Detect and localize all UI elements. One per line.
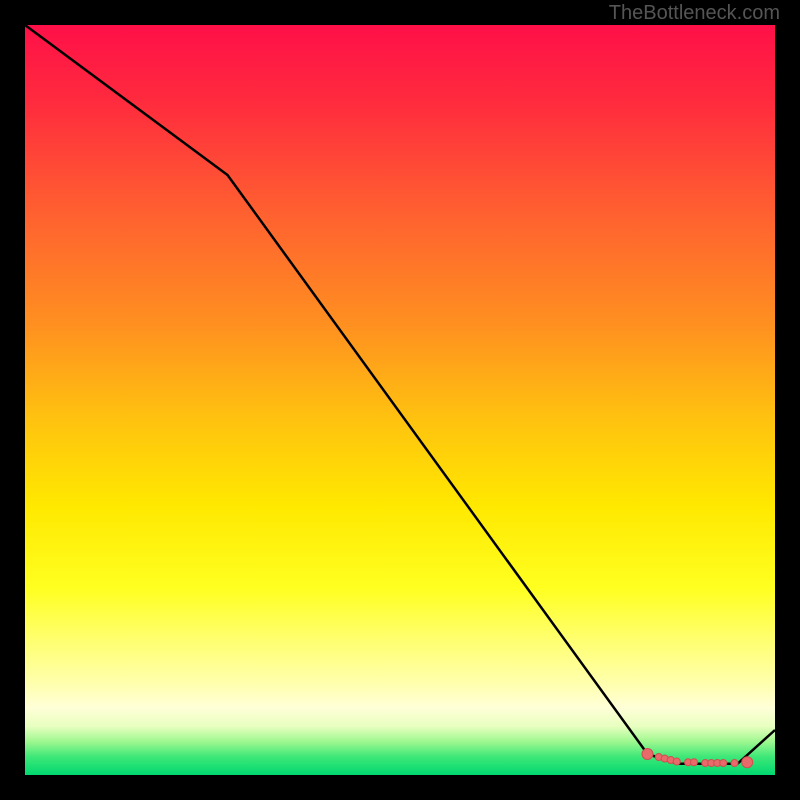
marker-dot xyxy=(720,760,727,767)
marker-dot xyxy=(691,759,698,766)
marker-dot xyxy=(742,757,753,768)
bottleneck-curve xyxy=(25,25,775,764)
chart-line-layer xyxy=(25,25,775,775)
marker-dot xyxy=(731,760,738,767)
chart-plot-area xyxy=(25,25,775,775)
watermark-text: TheBottleneck.com xyxy=(609,2,780,25)
marker-dot xyxy=(673,758,680,765)
marker-dot xyxy=(642,749,653,760)
